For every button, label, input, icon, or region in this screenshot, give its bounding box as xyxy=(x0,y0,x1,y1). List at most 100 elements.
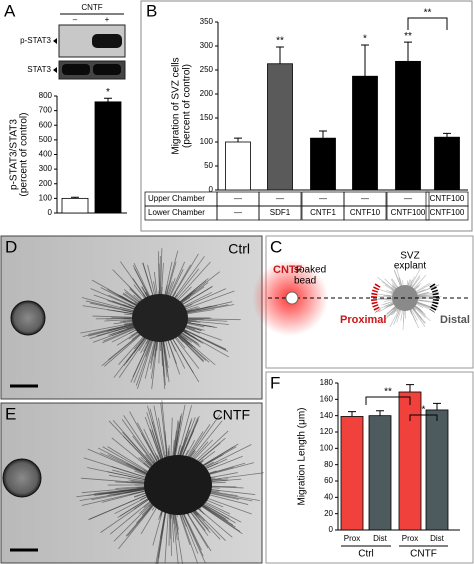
lane-label: – xyxy=(73,15,78,24)
y-tick-label: 300 xyxy=(39,164,53,173)
bar xyxy=(94,101,122,214)
table-cell-text: — xyxy=(361,194,369,203)
x-tick-label: Prox xyxy=(402,534,418,543)
panel-label: B xyxy=(146,1,157,20)
bar xyxy=(225,141,251,191)
bead xyxy=(10,300,46,336)
bar xyxy=(425,409,449,531)
bracket xyxy=(409,414,438,421)
error-bar xyxy=(433,402,441,410)
y-tick-label: 180 xyxy=(320,378,334,387)
y-tick-label: 200 xyxy=(39,179,53,188)
table-cell xyxy=(258,205,302,221)
y-tick-label: 60 xyxy=(324,476,333,485)
panel-frame xyxy=(140,0,473,232)
y-tick-label: 40 xyxy=(324,492,333,501)
bracket-label: * xyxy=(422,405,426,416)
y-tick-label: 120 xyxy=(320,427,334,436)
y-tick-label: 250 xyxy=(200,65,214,74)
table-cell-text: — xyxy=(319,194,327,203)
table-cell xyxy=(386,205,430,221)
y-tick-label: 150 xyxy=(200,113,214,122)
error-bar xyxy=(276,46,284,64)
proximal-zone xyxy=(371,283,381,313)
bar xyxy=(340,416,364,531)
significance: ** xyxy=(404,31,412,42)
y-tick-label: 100 xyxy=(200,137,214,146)
bar xyxy=(434,136,460,191)
y-tick-label: 700 xyxy=(39,106,53,115)
bracket-label: ** xyxy=(384,387,392,398)
y-axis-label: Migration of SVZ cells xyxy=(171,57,182,154)
blot-row-label: STAT3 xyxy=(27,65,51,74)
blot-band xyxy=(92,34,122,48)
bar xyxy=(395,60,421,191)
y-tick-label: 600 xyxy=(39,120,53,129)
error-bar xyxy=(406,384,414,392)
y-tick-label: 20 xyxy=(324,509,333,518)
distal-zone xyxy=(429,283,439,313)
error-bar xyxy=(71,196,79,199)
bead xyxy=(285,291,299,305)
y-tick-label: 100 xyxy=(39,193,53,202)
bar xyxy=(61,197,89,214)
bead-label: soaked xyxy=(294,265,326,276)
table-cell-text: — xyxy=(234,194,242,203)
y-tick-label: 160 xyxy=(320,394,334,403)
condition-label: CNTF xyxy=(213,407,250,423)
bar xyxy=(368,415,392,531)
error-bar xyxy=(234,137,242,142)
table-cell-text: CNTF10 xyxy=(350,208,381,217)
condition-label: Ctrl xyxy=(228,241,250,257)
explant-core xyxy=(132,294,188,342)
table-row-label: Lower Chamber xyxy=(148,208,205,217)
bracket xyxy=(365,396,411,405)
panel-frame xyxy=(265,235,474,369)
x-tick-label: Prox xyxy=(344,534,360,543)
table-cell-text: CNTF1 xyxy=(310,208,336,217)
error-bar xyxy=(376,410,384,416)
group-label: CNTF xyxy=(410,549,437,560)
table-cell-text: — xyxy=(234,208,242,217)
table-cell-text: — xyxy=(404,194,412,203)
error-bar xyxy=(104,97,112,102)
x-tick-label: Dist xyxy=(430,534,445,543)
table-cell xyxy=(425,205,469,221)
explant-core xyxy=(144,455,212,515)
table-cell-text: CNTF100 xyxy=(391,208,426,217)
y-axis-label: (percent of control) xyxy=(182,64,193,148)
blot-band xyxy=(62,64,90,75)
panel-label: F xyxy=(270,373,280,392)
y-tick-label: 0 xyxy=(48,208,53,217)
y-tick-label: 400 xyxy=(39,150,53,159)
y-tick-label: 0 xyxy=(209,185,214,194)
x-tick-label: Dist xyxy=(373,534,388,543)
explant-label: SVZ xyxy=(400,251,419,262)
y-tick-label: 80 xyxy=(324,460,333,469)
blot-title: CNTF xyxy=(81,3,102,12)
significance: * xyxy=(106,87,110,98)
bead-label: CNTF xyxy=(273,264,303,276)
table-cell-text: SDF1 xyxy=(270,208,291,217)
explant xyxy=(372,265,442,330)
blot-arrow xyxy=(53,38,57,73)
group-label: Ctrl xyxy=(358,549,374,560)
bracket xyxy=(407,17,448,30)
micrographs xyxy=(76,248,264,564)
panel-label: C xyxy=(270,237,282,256)
bar xyxy=(352,75,378,191)
y-tick-label: 0 xyxy=(329,525,334,534)
table-cell-text: CNTF100 xyxy=(430,208,465,217)
explant-label: explant xyxy=(394,261,426,272)
table-cell-text: — xyxy=(276,194,284,203)
lane-label: + xyxy=(105,15,110,24)
error-bar xyxy=(443,132,451,138)
panel-label: A xyxy=(4,1,16,20)
panel-label: D xyxy=(5,237,17,256)
bar xyxy=(310,137,336,191)
error-bar xyxy=(319,130,327,139)
y-tick-label: 350 xyxy=(200,17,214,26)
bracket-label: ** xyxy=(424,8,432,19)
